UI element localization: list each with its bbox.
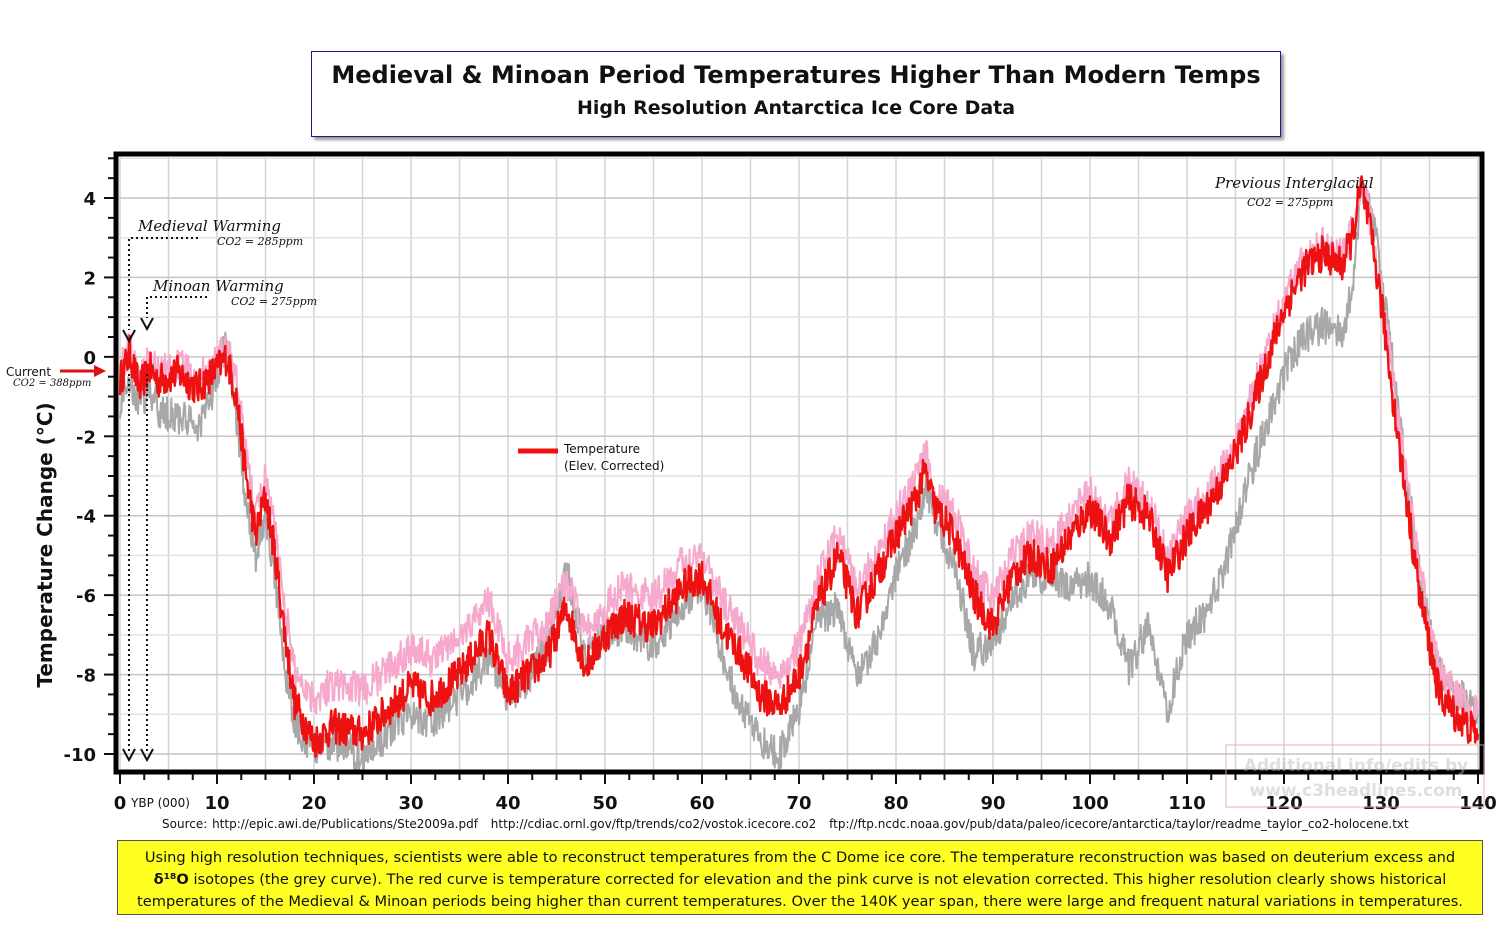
- y-tick-label: 4: [83, 189, 96, 210]
- watermark-line1: Additional info/edits by: [1244, 756, 1468, 776]
- medieval-co2-label: CO2 = 285ppm: [217, 235, 303, 248]
- source-awi: Source: http://epic.awi.de/Publications/…: [162, 817, 478, 831]
- x-tick-label: 50: [592, 793, 617, 814]
- temperature-chart: 420-2-4-6-8-100 10 20 30 40 50 60 70 80 90 100 110 1…: [6, 151, 1497, 814]
- explanation-note: Using high resolution techniques, scient…: [117, 840, 1483, 915]
- x-tick-label: 0: [114, 793, 127, 814]
- watermark-line2: www.c3headlines.com: [1250, 781, 1463, 801]
- note-line3: temperatures of the Medieval & Minoan pe…: [137, 893, 1463, 910]
- note-line1: Using high resolution techniques, scient…: [144, 849, 1456, 866]
- minoan-warming-label: Minoan Warming: [152, 277, 284, 295]
- minoan-co2-label: CO2 = 275ppm: [231, 295, 317, 308]
- plot-frame: [113, 151, 1485, 775]
- watermark-box: [1225, 744, 1485, 808]
- x-tick-label: 120: [1265, 793, 1303, 814]
- y-tick-label: 2: [83, 268, 96, 289]
- current-label: Current: [6, 365, 51, 379]
- x-tick-label: 70: [786, 793, 811, 814]
- y-tick-label: -2: [76, 427, 96, 448]
- note-line2: isotopes (the grey curve). The red curve…: [193, 871, 1447, 888]
- y-tick-label: 0: [83, 348, 96, 369]
- medieval-arrow-bottom: [122, 748, 136, 763]
- interglacial-annotation: Previous Interglacial CO2 = 275ppm: [1214, 174, 1374, 209]
- legend-label-line1: Temperature: [563, 442, 640, 456]
- series-line-0: [118, 175, 1480, 758]
- interglacial-label: Previous Interglacial: [1214, 174, 1374, 192]
- interglacial-co2-label: CO2 = 275ppm: [1247, 196, 1333, 209]
- x-tick-label: 20: [301, 793, 326, 814]
- y-tick-label: -6: [76, 586, 96, 607]
- x-tick-label: 40: [495, 793, 520, 814]
- axis-labels: 420-2-4-6-8-100 10 20 30 40 50 60 70 80 90 100 110 1…: [63, 189, 1496, 814]
- medieval-bracket: [128, 237, 198, 330]
- current-annotation: Current CO2 = 388ppm: [6, 365, 106, 389]
- x-tick-label: 60: [689, 793, 714, 814]
- axis-ticks: [104, 157, 1479, 784]
- minoan-annotation: Minoan Warming CO2 = 275ppm: [140, 277, 317, 763]
- minoan-bracket: [146, 296, 207, 318]
- minoan-arrow-bottom: [140, 748, 154, 763]
- series-layer: [118, 175, 1480, 770]
- source-line: Source: http://epic.awi.de/Publications/…: [162, 817, 1417, 831]
- source-cdiac: http://cdiac.ornl.gov/ftp/trends/co2/vos…: [490, 817, 817, 831]
- chart-title-box: Medieval & Minoan Period Temperatures Hi…: [311, 51, 1281, 137]
- watermark: Additional info/edits by www.c3headlines…: [1225, 744, 1485, 808]
- chart-subtitle: High Resolution Antarctica Ice Core Data: [576, 97, 1016, 119]
- grid: [119, 157, 1479, 769]
- note-isotope: δ¹⁸O: [153, 871, 189, 888]
- medieval-warming-label: Medieval Warming: [137, 217, 281, 235]
- x-tick-label: 10: [204, 793, 229, 814]
- y-tick-label: -4: [76, 507, 96, 528]
- y-axis-label: Temperature Change (°C): [33, 402, 57, 687]
- x-tick-label: 90: [980, 793, 1005, 814]
- x-tick-label: 100: [1071, 793, 1109, 814]
- minoan-arrow-top: [140, 317, 154, 332]
- current-co2-label: CO2 = 388ppm: [13, 378, 91, 389]
- x-tick-label: 140: [1459, 793, 1497, 814]
- y-tick-label: -8: [76, 666, 96, 687]
- x-tick-label: 110: [1168, 793, 1206, 814]
- x-tick-label: 80: [883, 793, 908, 814]
- x-tick-label: 130: [1362, 793, 1400, 814]
- chart-title: Medieval & Minoan Period Temperatures Hi…: [331, 61, 1261, 89]
- y-tick-label: -10: [63, 745, 96, 766]
- medieval-annotation: Medieval Warming CO2 = 285ppm: [122, 217, 303, 763]
- current-arrow-head: [94, 365, 106, 377]
- x-tick-label: 30: [398, 793, 423, 814]
- x-axis-label: YBP (000): [130, 796, 190, 810]
- series-line-2: [119, 181, 1479, 770]
- source-ncdc: ftp://ftp.ncdc.noaa.gov/pub/data/paleo/i…: [829, 817, 1409, 831]
- legend-label-line2: (Elev. Corrected): [564, 459, 664, 473]
- medieval-arrow-top: [122, 329, 136, 344]
- series-line-1: [119, 177, 1479, 728]
